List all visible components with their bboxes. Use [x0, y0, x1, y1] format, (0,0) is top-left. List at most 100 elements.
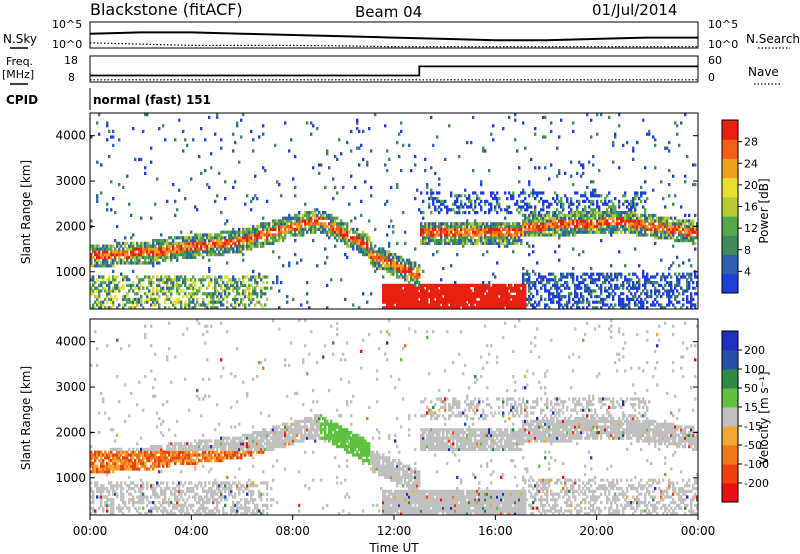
heatmap-cell [458, 211, 461, 215]
heatmap-cell [516, 202, 519, 206]
heatmap-cell [180, 300, 183, 304]
heatmap-cell [640, 225, 643, 229]
heatmap-cell [186, 143, 189, 147]
heatmap-cell [470, 300, 473, 304]
heatmap-cell [586, 216, 589, 220]
heatmap-cell [610, 205, 613, 209]
heatmap-cell [164, 300, 167, 304]
heatmap-cell [324, 222, 327, 226]
heatmap-cell [690, 292, 693, 296]
heatmap-cell [414, 281, 417, 285]
heatmap-cell [302, 216, 305, 220]
heatmap-cell [96, 464, 99, 468]
heatmap-cell [576, 275, 579, 279]
heatmap-cell [582, 219, 585, 223]
heatmap-cell [446, 230, 449, 234]
heatmap-cell [100, 275, 103, 279]
heatmap-cell [548, 202, 551, 206]
heatmap-cell [488, 297, 491, 301]
heatmap-cell [260, 303, 263, 307]
heatmap-cell [514, 239, 517, 243]
heatmap-cell [516, 289, 519, 293]
heatmap-cell [578, 199, 581, 203]
heatmap-cell [522, 300, 525, 304]
heatmap-cell [194, 244, 197, 248]
heatmap-cell [642, 233, 645, 237]
heatmap-cell [312, 227, 315, 231]
heatmap-cell [184, 303, 187, 307]
heatmap-cell [606, 272, 609, 276]
heatmap-cell [552, 197, 555, 201]
heatmap-cell [122, 487, 125, 491]
heatmap-cell [416, 292, 419, 296]
heatmap-cell [222, 303, 225, 307]
heatmap-cell [596, 272, 599, 276]
heatmap-cell [630, 292, 633, 296]
heatmap-cell [612, 227, 615, 231]
heatmap-cell [204, 303, 207, 307]
heatmap-cell [536, 191, 539, 195]
heatmap-cell [544, 297, 547, 301]
heatmap-cell [186, 303, 189, 307]
heatmap-cell [290, 138, 293, 142]
heatmap-cell [484, 236, 487, 240]
heatmap-cell [106, 501, 109, 505]
heatmap-cell [334, 155, 337, 159]
heatmap-cell [464, 236, 467, 240]
heatmap-cell [278, 233, 281, 237]
heatmap-cell [660, 225, 663, 229]
heatmap-cell [382, 292, 385, 296]
heatmap-cell [110, 512, 113, 516]
heatmap-cell [318, 222, 321, 226]
heatmap-cell [638, 278, 641, 282]
heatmap-cell [530, 303, 533, 307]
heatmap-cell [638, 216, 641, 220]
heatmap-cell [462, 239, 465, 243]
heatmap-cell [164, 247, 167, 251]
heatmap-cell [456, 227, 459, 231]
heatmap-cell [694, 303, 697, 307]
y-tick-label: 2000 [55, 219, 86, 233]
heatmap-cell [506, 230, 509, 234]
heatmap-cell [598, 213, 601, 217]
heatmap-cell [384, 297, 387, 301]
heatmap-cell [100, 247, 103, 251]
heatmap-cell [126, 506, 129, 510]
heatmap-cell [460, 303, 463, 307]
heatmap-cell [458, 300, 461, 304]
heatmap-cell [126, 241, 129, 245]
heatmap-cell [214, 132, 217, 136]
heatmap-cell [384, 267, 387, 271]
heatmap-cell [572, 233, 575, 237]
heatmap-cell [434, 289, 437, 293]
heatmap-cell [430, 289, 433, 293]
heatmap-cell [500, 300, 503, 304]
heatmap-cell [244, 283, 247, 287]
heatmap-cell [130, 261, 133, 265]
heatmap-cell [484, 233, 487, 237]
heatmap-cell [432, 239, 435, 243]
heatmap-cell [298, 233, 301, 237]
heatmap-cell [466, 222, 469, 226]
heatmap-cell [338, 236, 341, 240]
heatmap-cell [434, 292, 437, 296]
heatmap-cell [126, 300, 129, 304]
heatmap-cell [640, 297, 643, 301]
heatmap-cell [452, 303, 455, 307]
heatmap-cell [512, 303, 515, 307]
heatmap-cell [592, 272, 595, 276]
heatmap-cell [628, 297, 631, 301]
heatmap-cell [210, 247, 213, 251]
heatmap-cell [684, 180, 687, 184]
heatmap-cell [452, 233, 455, 237]
heatmap-cell [138, 244, 141, 248]
heatmap-cell [438, 239, 441, 243]
heatmap-cell [106, 453, 109, 457]
heatmap-cell [418, 295, 421, 299]
heatmap-cell [666, 292, 669, 296]
heatmap-cell [212, 236, 215, 240]
heatmap-cell [664, 283, 667, 287]
heatmap-cell [234, 303, 237, 307]
heatmap-cell [310, 227, 313, 231]
heatmap-cell [382, 295, 385, 299]
